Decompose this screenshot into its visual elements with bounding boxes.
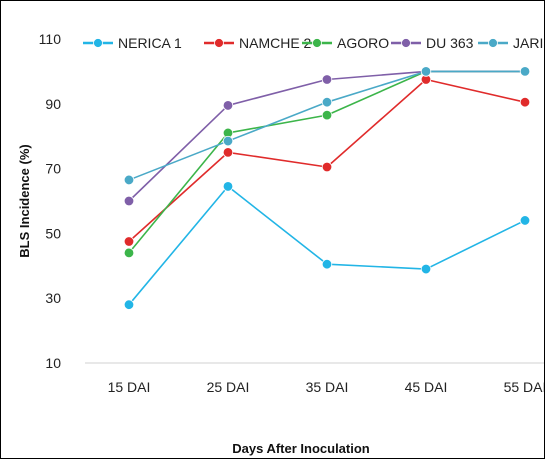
data-point	[123, 299, 135, 310]
legend-label: DU 363	[426, 35, 474, 51]
legend-swatch-marker	[214, 38, 224, 48]
x-tick-label: 15 DAI	[108, 379, 151, 395]
legend-label: NERICA 1	[118, 35, 182, 51]
legend-label: JARIBU	[513, 35, 544, 51]
legend-swatch-marker	[312, 38, 322, 48]
data-point	[321, 109, 333, 121]
y-tick-label: 10	[45, 355, 61, 371]
data-point	[123, 236, 135, 247]
data-point	[123, 247, 135, 259]
legend-item: JARIBU	[478, 35, 544, 51]
data-point	[321, 96, 333, 108]
series-jaribu	[123, 66, 531, 186]
x-tick-label: 45 DAI	[405, 379, 448, 395]
y-axis-title: BLS Incidence (%)	[17, 144, 32, 257]
data-point	[519, 96, 531, 108]
data-point	[123, 195, 135, 207]
legend-label: AGORO	[337, 35, 389, 51]
legend-item: AGORO	[302, 35, 389, 51]
data-point	[519, 215, 531, 226]
legend: NERICA 1 NAMCHE 2 AGORO DU 363 JARIBU	[83, 35, 544, 51]
series-line	[128, 185, 526, 306]
x-tick-label: 25 DAI	[207, 379, 250, 395]
legend-item: DU 363	[391, 35, 474, 51]
y-tick-label: 50	[45, 225, 61, 241]
x-axis-title: Days After Inoculation	[232, 441, 370, 456]
data-point	[519, 66, 531, 77]
data-point	[321, 74, 333, 85]
series-layer	[123, 66, 531, 310]
y-tick-label: 30	[45, 290, 61, 306]
data-point	[222, 100, 234, 111]
data-point	[321, 161, 333, 173]
y-tick-label: 90	[45, 96, 61, 112]
legend-swatch-marker	[488, 38, 498, 48]
axis-layer: 10 30 50 70 90 110 15 DAI 25 DAI 35 DAI 45 DAI 55 …	[39, 31, 544, 395]
data-point	[321, 258, 333, 270]
data-point	[420, 66, 432, 77]
series-nerica-1	[123, 181, 531, 310]
legend-label: NAMCHE 2	[239, 35, 312, 51]
x-tick-label: 55 DAI	[504, 379, 544, 395]
legend-swatch-marker	[93, 38, 103, 48]
data-point	[222, 181, 234, 192]
data-point	[123, 174, 135, 186]
data-point	[222, 135, 234, 147]
data-point	[222, 147, 234, 158]
legend-swatch-marker	[401, 38, 411, 48]
x-tick-label: 35 DAI	[306, 379, 349, 395]
legend-item: NAMCHE 2	[204, 35, 312, 51]
y-tick-label: 70	[45, 161, 61, 177]
legend-item: NERICA 1	[83, 35, 182, 51]
series-namche-2	[123, 74, 531, 247]
y-tick-label: 110	[39, 31, 62, 47]
data-point	[420, 263, 432, 275]
